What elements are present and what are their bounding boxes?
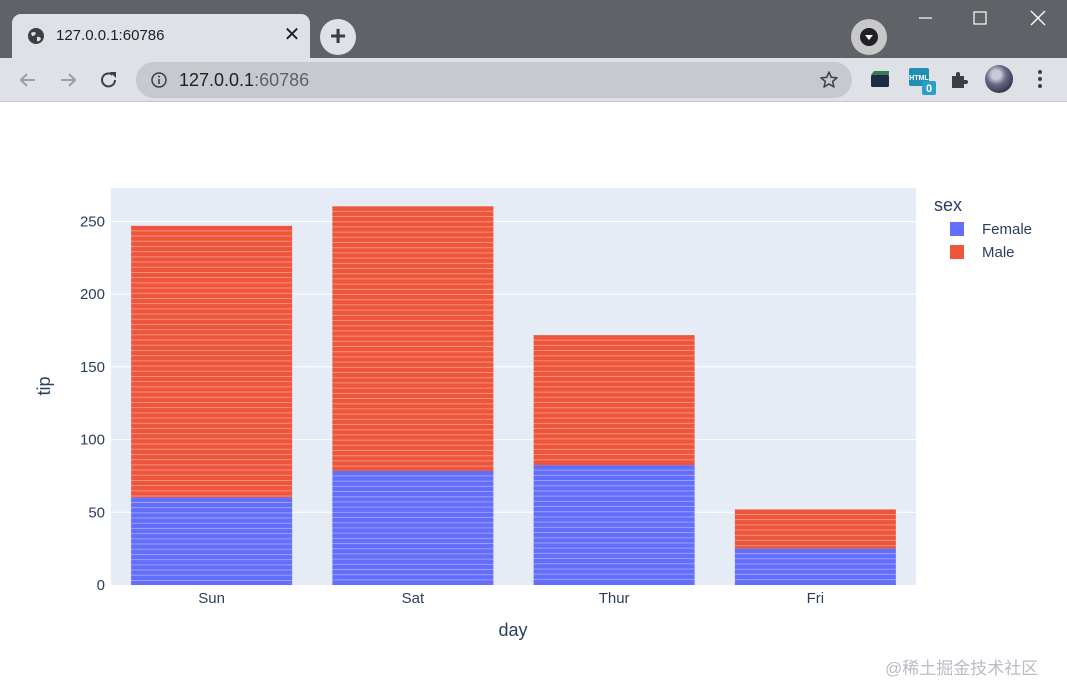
extension-html-icon[interactable]: HTML 0 xyxy=(907,66,937,96)
extensions-puzzle-icon[interactable] xyxy=(948,68,970,90)
bar-chart: 0 50 100 150 200 250 Sun Sat Thur Fri day tip se… xyxy=(34,188,1032,640)
y-tick-label: 200 xyxy=(80,286,105,303)
back-arrow-icon[interactable] xyxy=(14,66,42,94)
x-tick-label: Thur xyxy=(599,590,630,607)
maximize-icon[interactable] xyxy=(958,4,1002,32)
bar-male-sat[interactable] xyxy=(332,206,494,471)
profile-avatar[interactable] xyxy=(985,65,1013,93)
y-tick-label: 250 xyxy=(80,213,105,230)
legend-label-male[interactable]: Male xyxy=(982,244,1015,261)
svg-text:HTML: HTML xyxy=(909,75,929,82)
x-tick-label: Fri xyxy=(807,590,825,607)
legend-title: sex xyxy=(934,195,962,215)
y-tick-label: 50 xyxy=(88,504,105,521)
reload-icon[interactable] xyxy=(95,66,123,94)
legend-label-female[interactable]: Female xyxy=(982,221,1032,238)
legend: sex Female Male xyxy=(934,195,1032,261)
extension-clapperboard-icon[interactable] xyxy=(869,68,891,90)
y-tick-label: 100 xyxy=(80,432,105,449)
bar-male-thur[interactable] xyxy=(533,335,695,466)
bars xyxy=(131,206,896,585)
x-tick-label: Sun xyxy=(198,590,225,607)
browser-titlebar: 127.0.0.1:60786 ✕ + xyxy=(0,0,1067,58)
window-close-icon[interactable] xyxy=(1016,4,1060,32)
y-tick-labels: 0 50 100 150 200 250 xyxy=(80,213,105,594)
bar-female-thur[interactable] xyxy=(533,465,695,585)
url-port: :60786 xyxy=(254,70,310,90)
bookmark-star-icon[interactable] xyxy=(819,70,839,90)
legend-swatch-female[interactable] xyxy=(950,222,964,236)
y-tick-label: 150 xyxy=(80,359,105,376)
new-tab-button[interactable]: + xyxy=(320,19,356,55)
y-axis-title: tip xyxy=(34,376,54,395)
forward-arrow-icon[interactable] xyxy=(54,66,82,94)
bar-female-sat[interactable] xyxy=(332,470,494,585)
info-icon[interactable] xyxy=(151,72,167,88)
close-tab-icon[interactable]: ✕ xyxy=(283,24,301,46)
tab-search-button[interactable] xyxy=(851,19,887,55)
extension-badge: 0 xyxy=(926,83,932,95)
chevron-down-icon xyxy=(860,28,878,46)
bar-female-sun[interactable] xyxy=(131,497,293,585)
tab-title: 127.0.0.1:60786 xyxy=(56,27,165,44)
url-host: 127.0.0.1 xyxy=(179,70,255,90)
bar-male-sun[interactable] xyxy=(131,225,293,498)
address-bar[interactable]: 127.0.0.1:60786 xyxy=(136,62,852,98)
x-axis-title: day xyxy=(498,620,527,640)
x-tick-label: Sat xyxy=(402,590,425,607)
minimize-icon[interactable] xyxy=(903,4,947,32)
browser-tab[interactable]: 127.0.0.1:60786 ✕ xyxy=(12,14,310,58)
x-tick-labels: Sun Sat Thur Fri xyxy=(198,590,824,607)
bar-female-fri[interactable] xyxy=(734,548,896,585)
watermark: @稀土掘金技术社区 xyxy=(885,659,1039,678)
url-text[interactable]: 127.0.0.1:60786 xyxy=(179,70,309,91)
kebab-menu-icon[interactable] xyxy=(1030,68,1050,90)
globe-icon xyxy=(28,28,44,44)
y-tick-label: 0 xyxy=(97,577,105,594)
legend-swatch-male[interactable] xyxy=(950,245,964,259)
bar-male-fri[interactable] xyxy=(734,509,896,549)
browser-toolbar: 127.0.0.1:60786 xyxy=(0,58,1067,102)
